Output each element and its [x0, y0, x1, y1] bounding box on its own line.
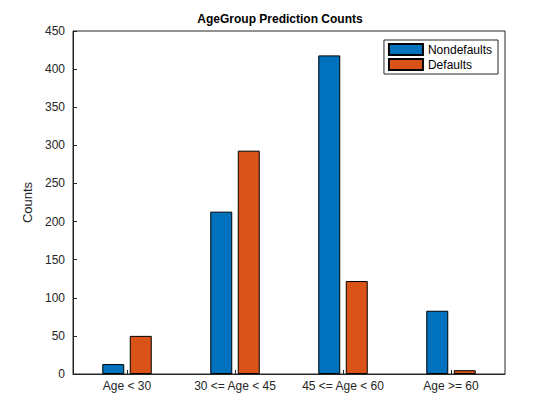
svg-text:Age < 30: Age < 30: [103, 379, 152, 393]
svg-text:400: 400: [45, 62, 65, 76]
svg-text:250: 250: [45, 176, 65, 190]
svg-text:45 <= Age < 60: 45 <= Age < 60: [302, 379, 384, 393]
svg-text:350: 350: [45, 100, 65, 114]
svg-text:30 <= Age < 45: 30 <= Age < 45: [194, 379, 276, 393]
svg-text:450: 450: [45, 24, 65, 38]
svg-text:Counts: Counts: [20, 181, 35, 223]
svg-text:200: 200: [45, 215, 65, 229]
svg-text:AgeGroup Prediction Counts: AgeGroup Prediction Counts: [197, 12, 363, 26]
svg-text:100: 100: [45, 291, 65, 305]
svg-text:0: 0: [58, 367, 65, 381]
svg-text:300: 300: [45, 138, 65, 152]
svg-text:Defaults: Defaults: [428, 58, 472, 72]
svg-text:Nondefaults: Nondefaults: [428, 43, 492, 57]
svg-text:50: 50: [52, 329, 66, 343]
svg-text:150: 150: [45, 253, 65, 267]
svg-text:Age >= 60: Age >= 60: [423, 379, 479, 393]
